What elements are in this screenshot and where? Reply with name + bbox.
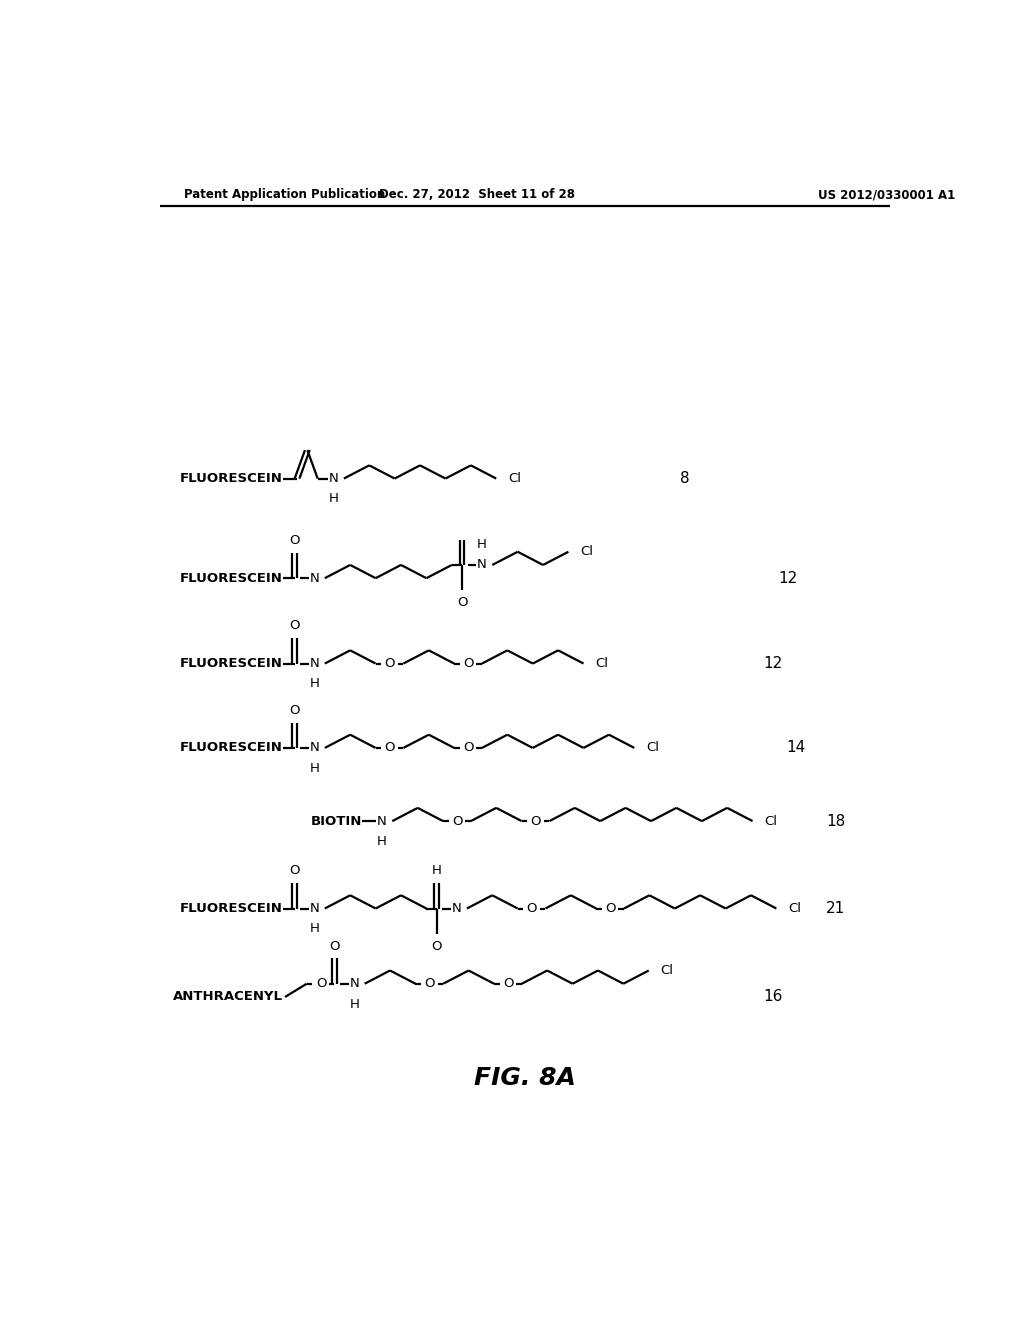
Text: O: O (452, 814, 463, 828)
Text: O: O (385, 742, 395, 755)
Text: ANTHRACENYL: ANTHRACENYL (173, 990, 283, 1003)
Text: 8: 8 (680, 471, 689, 486)
Text: 12: 12 (763, 656, 782, 671)
Text: H: H (349, 998, 359, 1011)
Text: O: O (503, 977, 514, 990)
Text: Cl: Cl (765, 814, 777, 828)
Text: H: H (432, 865, 441, 878)
Text: N: N (309, 902, 319, 915)
Text: Cl: Cl (508, 473, 521, 484)
Text: N: N (349, 977, 359, 990)
Text: O: O (425, 977, 435, 990)
Text: N: N (329, 473, 338, 484)
Text: N: N (309, 742, 319, 755)
Text: Cl: Cl (660, 964, 674, 977)
Text: O: O (463, 657, 474, 671)
Text: O: O (290, 704, 300, 717)
Text: N: N (309, 657, 319, 671)
Text: Cl: Cl (581, 545, 593, 558)
Text: H: H (309, 923, 319, 936)
Text: Dec. 27, 2012  Sheet 11 of 28: Dec. 27, 2012 Sheet 11 of 28 (379, 189, 575, 202)
Text: H: H (309, 762, 319, 775)
Text: 12: 12 (778, 570, 798, 586)
Text: O: O (463, 742, 474, 755)
Text: FLUORESCEIN: FLUORESCEIN (180, 473, 283, 484)
Text: Cl: Cl (646, 742, 659, 755)
Text: H: H (329, 492, 339, 506)
Text: Cl: Cl (595, 657, 608, 671)
Text: O: O (290, 535, 300, 546)
Text: O: O (530, 814, 541, 828)
Text: N: N (477, 558, 486, 572)
Text: H: H (477, 539, 486, 552)
Text: O: O (526, 902, 538, 915)
Text: N: N (309, 572, 319, 585)
Text: FLUORESCEIN: FLUORESCEIN (180, 657, 283, 671)
Text: O: O (315, 977, 327, 990)
Text: 16: 16 (763, 990, 782, 1005)
Text: H: H (309, 677, 319, 690)
Text: 18: 18 (826, 813, 846, 829)
Text: FLUORESCEIN: FLUORESCEIN (180, 902, 283, 915)
Text: BIOTIN: BIOTIN (310, 814, 362, 828)
Text: FLUORESCEIN: FLUORESCEIN (180, 742, 283, 755)
Text: FLUORESCEIN: FLUORESCEIN (180, 572, 283, 585)
Text: 21: 21 (826, 902, 846, 916)
Text: O: O (290, 865, 300, 878)
Text: N: N (377, 814, 387, 828)
Text: O: O (330, 940, 340, 953)
Text: 14: 14 (786, 741, 806, 755)
Text: O: O (605, 902, 615, 915)
Text: Patent Application Publication: Patent Application Publication (183, 189, 385, 202)
Text: N: N (452, 902, 462, 915)
Text: Cl: Cl (788, 902, 801, 915)
Text: O: O (290, 619, 300, 632)
Text: O: O (431, 940, 442, 953)
Text: O: O (457, 597, 467, 609)
Text: US 2012/0330001 A1: US 2012/0330001 A1 (818, 189, 955, 202)
Text: H: H (377, 836, 387, 847)
Text: O: O (385, 657, 395, 671)
Text: FIG. 8A: FIG. 8A (474, 1067, 575, 1090)
